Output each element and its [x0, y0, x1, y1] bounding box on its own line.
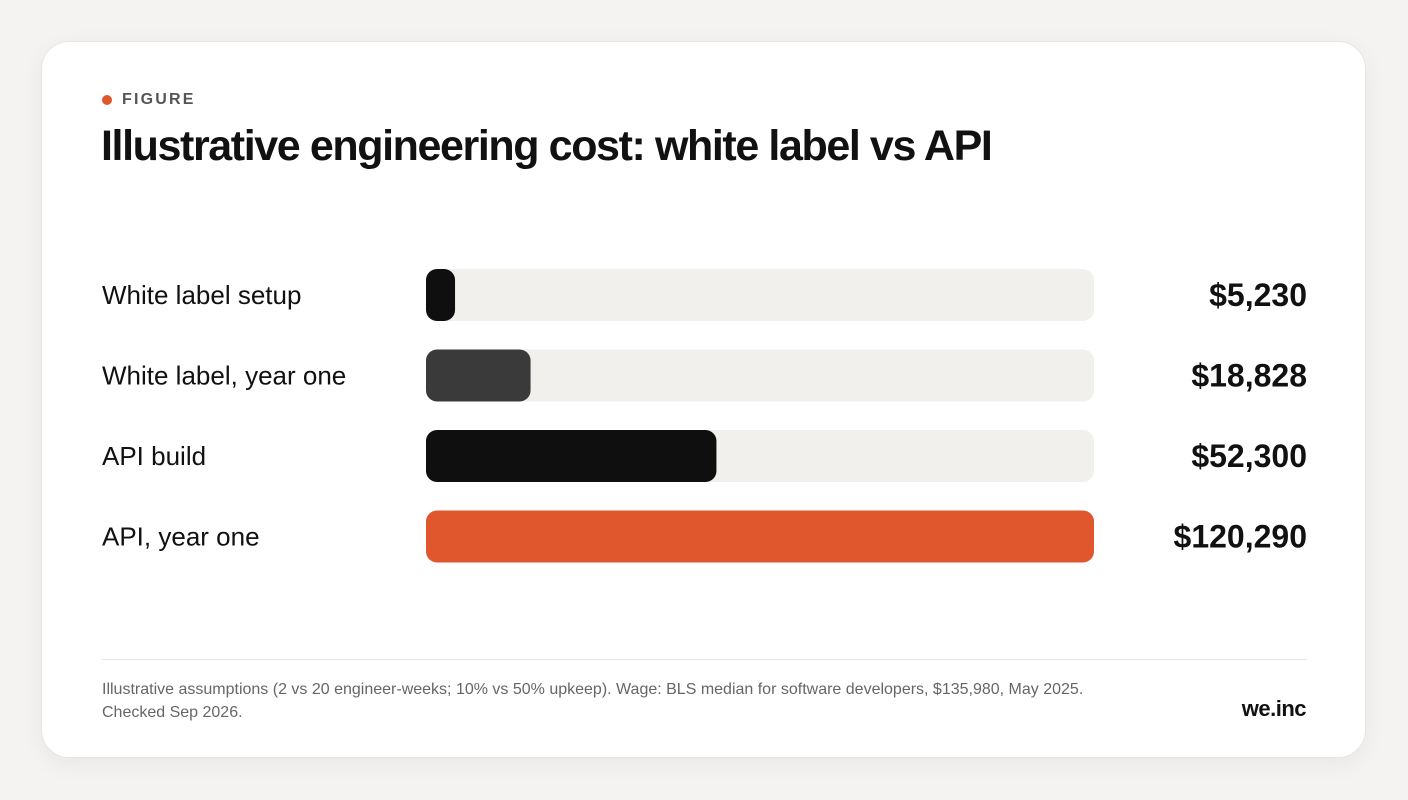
category-label: White label, year one	[102, 361, 346, 391]
bar-track	[426, 349, 1094, 402]
category-label: White label setup	[102, 280, 301, 310]
bar	[426, 269, 456, 321]
footnote: Illustrative assumptions (2 vs 20 engine…	[102, 681, 1084, 721]
category-label: API build	[102, 441, 206, 471]
bar-track	[426, 269, 1094, 321]
eyebrow-label: FIGURE	[122, 91, 196, 108]
bar-row: API build $52,300	[102, 430, 1307, 482]
brand-logo: we.inc	[1241, 696, 1307, 721]
bar-row: API, year one $120,290	[102, 510, 1307, 563]
bar-chart: White label setup $5,230 White label, year…	[102, 269, 1307, 563]
bar	[426, 430, 717, 482]
chart-title: Illustrative engineering cost: white lab…	[101, 122, 993, 170]
bar	[426, 510, 1094, 563]
value-label: $18,828	[1191, 358, 1307, 394]
bar-row: White label setup $5,230	[102, 269, 1307, 321]
value-label: $5,230	[1209, 277, 1307, 313]
figure-card: FIGURE Illustrative engineering cost: wh…	[41, 41, 1366, 758]
value-label: $52,300	[1191, 438, 1307, 474]
bar	[426, 349, 531, 402]
footer-divider	[102, 659, 1307, 660]
bar-row: White label, year one $18,828	[102, 349, 1307, 402]
accent-dot-icon	[102, 95, 112, 105]
category-label: API, year one	[102, 522, 260, 552]
figure-eyebrow: FIGURE	[102, 91, 196, 109]
value-label: $120,290	[1174, 519, 1307, 555]
